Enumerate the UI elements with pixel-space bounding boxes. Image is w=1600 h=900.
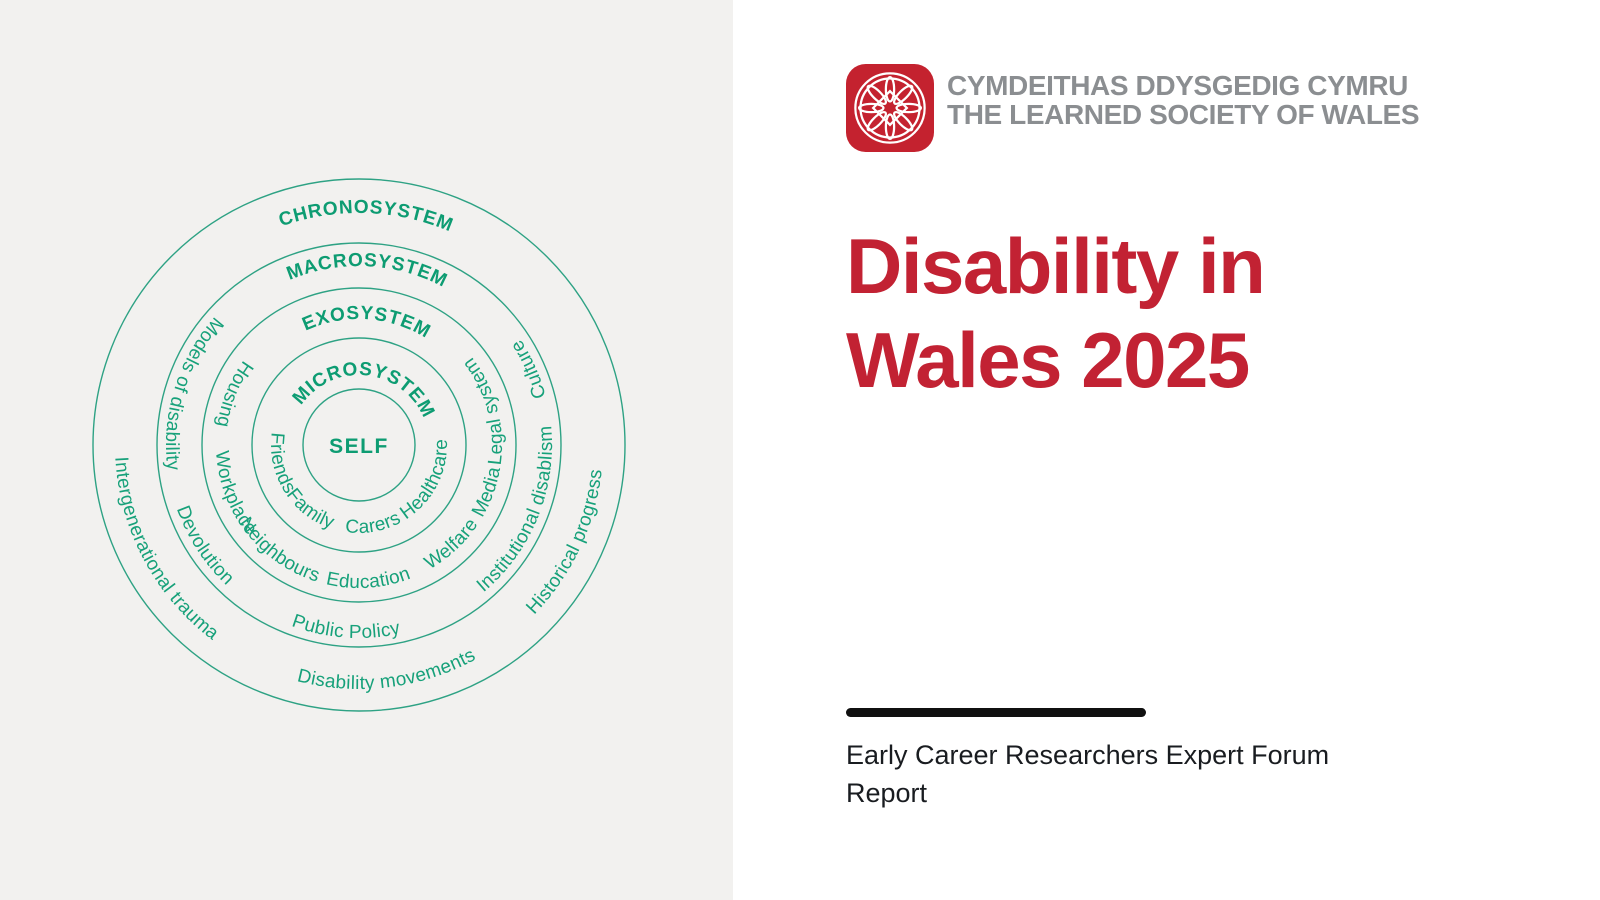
title-panel: CYMDEITHAS DDYSGEDIG CYMRU THE LEARNED S… bbox=[733, 0, 1600, 900]
ring-title: CHRONOSYSTEM bbox=[276, 197, 456, 236]
ring-item-label: Friends bbox=[266, 432, 300, 498]
ring-item-label: Housing bbox=[212, 357, 257, 429]
ring-item-label: Disability movements bbox=[295, 645, 479, 694]
celtic-knot-icon bbox=[854, 72, 926, 144]
diagram-panel: MICROSYSTEM Friends Family Carers Healthcare… bbox=[0, 0, 733, 900]
brand-name-english: THE LEARNED SOCIETY OF WALES bbox=[947, 99, 1420, 130]
ring-item-label: Welfare bbox=[421, 515, 483, 574]
ring-title: MACROSYSTEM bbox=[284, 250, 451, 292]
brand-header: CYMDEITHAS DDYSGEDIG CYMRU THE LEARNED S… bbox=[846, 64, 1420, 152]
lsw-logo bbox=[846, 64, 934, 152]
brand-name-welsh: CYMDEITHAS DDYSGEDIG CYMRU bbox=[947, 70, 1408, 101]
ring-circle bbox=[201, 287, 517, 603]
ring-item-label: Models of disability bbox=[161, 313, 227, 472]
ring-circle bbox=[302, 388, 416, 502]
self-label: SELF bbox=[329, 435, 389, 458]
report-title: Disability in Wales 2025 bbox=[846, 219, 1266, 407]
ring-item-label: Carers bbox=[345, 508, 405, 539]
ring-circle bbox=[92, 178, 626, 712]
report-subtitle: Early Career Researchers Expert Forum Re… bbox=[846, 740, 1330, 808]
ring-circle bbox=[156, 242, 562, 648]
ring-item-label: Education bbox=[325, 563, 414, 593]
divider-rule bbox=[846, 708, 1146, 717]
ring-item-label: Culture bbox=[507, 336, 551, 401]
ring-circle bbox=[251, 337, 467, 553]
ring-title: EXOSYSTEM bbox=[299, 303, 434, 343]
ring-item-label: Neighbours bbox=[235, 513, 323, 586]
report-title-line2: Wales 2025 bbox=[846, 316, 1250, 404]
brand-name: CYMDEITHAS DDYSGEDIG CYMRU THE LEARNED S… bbox=[947, 64, 1420, 130]
ring-title: MICROSYSTEM bbox=[289, 359, 439, 422]
report-title-line1: Disability in bbox=[846, 222, 1266, 310]
ring-item-label: Media bbox=[468, 465, 505, 520]
ring-item-label: Public Policy bbox=[289, 611, 402, 644]
